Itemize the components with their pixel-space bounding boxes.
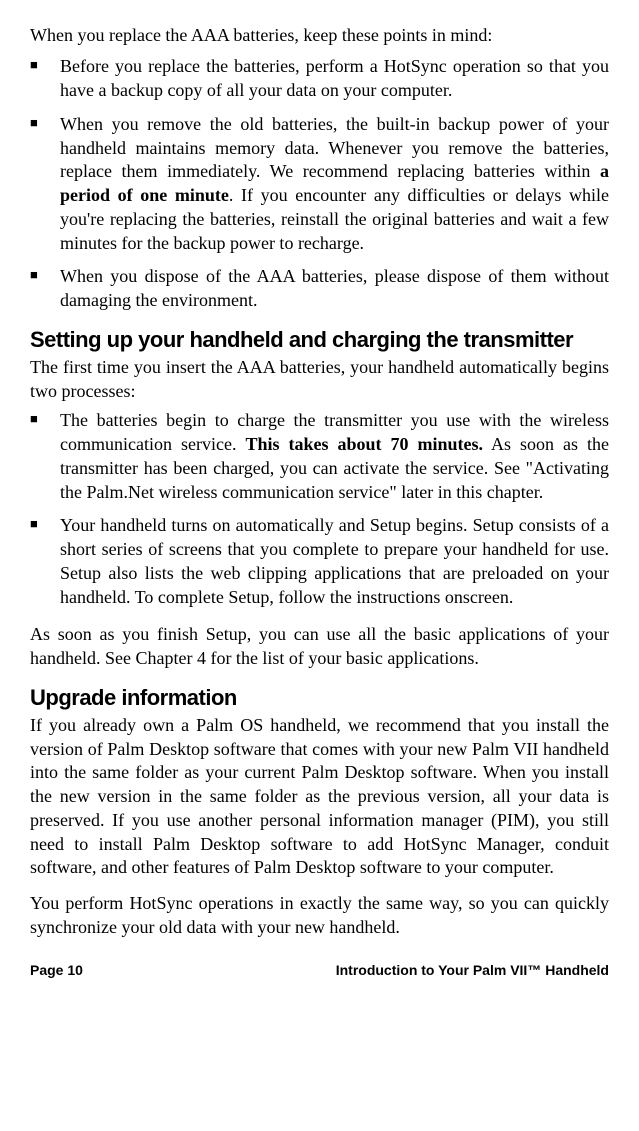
list-item: The batteries begin to charge the transm…	[30, 409, 609, 504]
list-item: When you dispose of the AAA batteries, p…	[30, 265, 609, 313]
section-heading-upgrade: Upgrade information	[30, 685, 609, 711]
bullet-text-bold: This takes about 70 minutes.	[245, 434, 483, 454]
paragraph: The first time you insert the AAA batter…	[30, 356, 609, 404]
list-item: Your handheld turns on automatically and…	[30, 514, 609, 609]
page-number: Page 10	[30, 962, 83, 978]
paragraph: You perform HotSync operations in exactl…	[30, 892, 609, 940]
bullet-text-pre: Before you replace the batteries, perfor…	[60, 56, 609, 100]
bullet-text-pre: Your handheld turns on automatically and…	[60, 515, 609, 606]
page-footer: Page 10 Introduction to Your Palm VII™ H…	[0, 952, 639, 994]
list-item: When you remove the old batteries, the b…	[30, 113, 609, 256]
bullet-text-pre: When you dispose of the AAA batteries, p…	[60, 266, 609, 310]
bullet-text-pre: When you remove the old batteries, the b…	[60, 114, 609, 182]
paragraph: If you already own a Palm OS handheld, w…	[30, 714, 609, 880]
paragraph: As soon as you finish Setup, you can use…	[30, 623, 609, 671]
intro-text: When you replace the AAA batteries, keep…	[30, 24, 609, 47]
section-heading-setup: Setting up your handheld and charging th…	[30, 327, 609, 353]
list-item: Before you replace the batteries, perfor…	[30, 55, 609, 103]
bullet-list-2: The batteries begin to charge the transm…	[30, 409, 609, 609]
footer-title: Introduction to Your Palm VII™ Handheld	[336, 962, 609, 978]
page-content: When you replace the AAA batteries, keep…	[0, 0, 639, 940]
bullet-list-1: Before you replace the batteries, perfor…	[30, 55, 609, 313]
